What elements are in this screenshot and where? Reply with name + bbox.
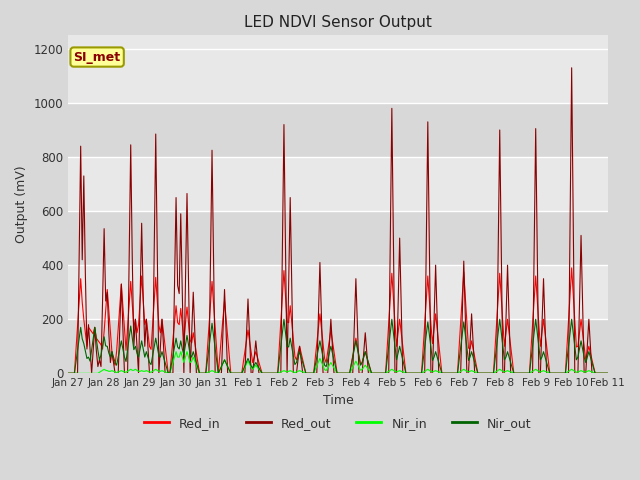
Red_out [480,371,488,376]
Text: SI_met: SI_met [74,50,121,63]
Bar [68,103,607,157]
Red_out [568,65,575,71]
X-axis label: Time: Time [323,394,353,407]
Nir_out [513,371,521,376]
Nir_in [604,371,611,376]
Nir_out [65,371,72,376]
Nir_in [221,357,228,363]
Legend: Red_in, Red_out, Nir_in, Nir_out: Red_in, Red_out, Nir_in, Nir_out [139,412,537,435]
Nir_in [482,371,490,376]
Nir_out [482,371,490,376]
Red_out [219,328,227,334]
Red_in [480,371,488,376]
Red_out [511,371,519,376]
Bar [68,265,607,319]
Red_in [219,316,227,322]
Red_in [604,371,611,376]
Nir_in [65,371,72,376]
Nir_in [515,371,522,376]
Bar [68,319,607,373]
Red_in [65,371,72,376]
Red_out [513,371,521,376]
Nir_out [554,371,561,376]
Red_out [604,371,611,376]
Bar [68,157,607,211]
Title: LED NDVI Sensor Output: LED NDVI Sensor Output [244,15,432,30]
Line: Red_in: Red_in [68,268,607,373]
Red_in [511,371,519,376]
Line: Nir_out: Nir_out [68,319,607,373]
Red_out [65,371,72,376]
Nir_out [515,371,522,376]
Nir_out [280,316,288,322]
Y-axis label: Output (mV): Output (mV) [15,166,28,243]
Nir_in [172,349,180,355]
Nir_out [158,349,166,355]
Nir_in [513,371,521,376]
Nir_out [219,360,227,366]
Red_in [568,265,575,271]
Line: Red_out: Red_out [68,68,607,373]
Nir_in [554,371,561,376]
Red_in [552,371,560,376]
Red_out [158,316,166,322]
Bar [68,49,607,103]
Nir_in [158,368,166,373]
Nir_out [604,371,611,376]
Red_in [158,316,166,322]
Bar [68,211,607,265]
Red_in [513,371,521,376]
Line: Nir_in: Nir_in [68,352,607,373]
Red_out [552,371,560,376]
